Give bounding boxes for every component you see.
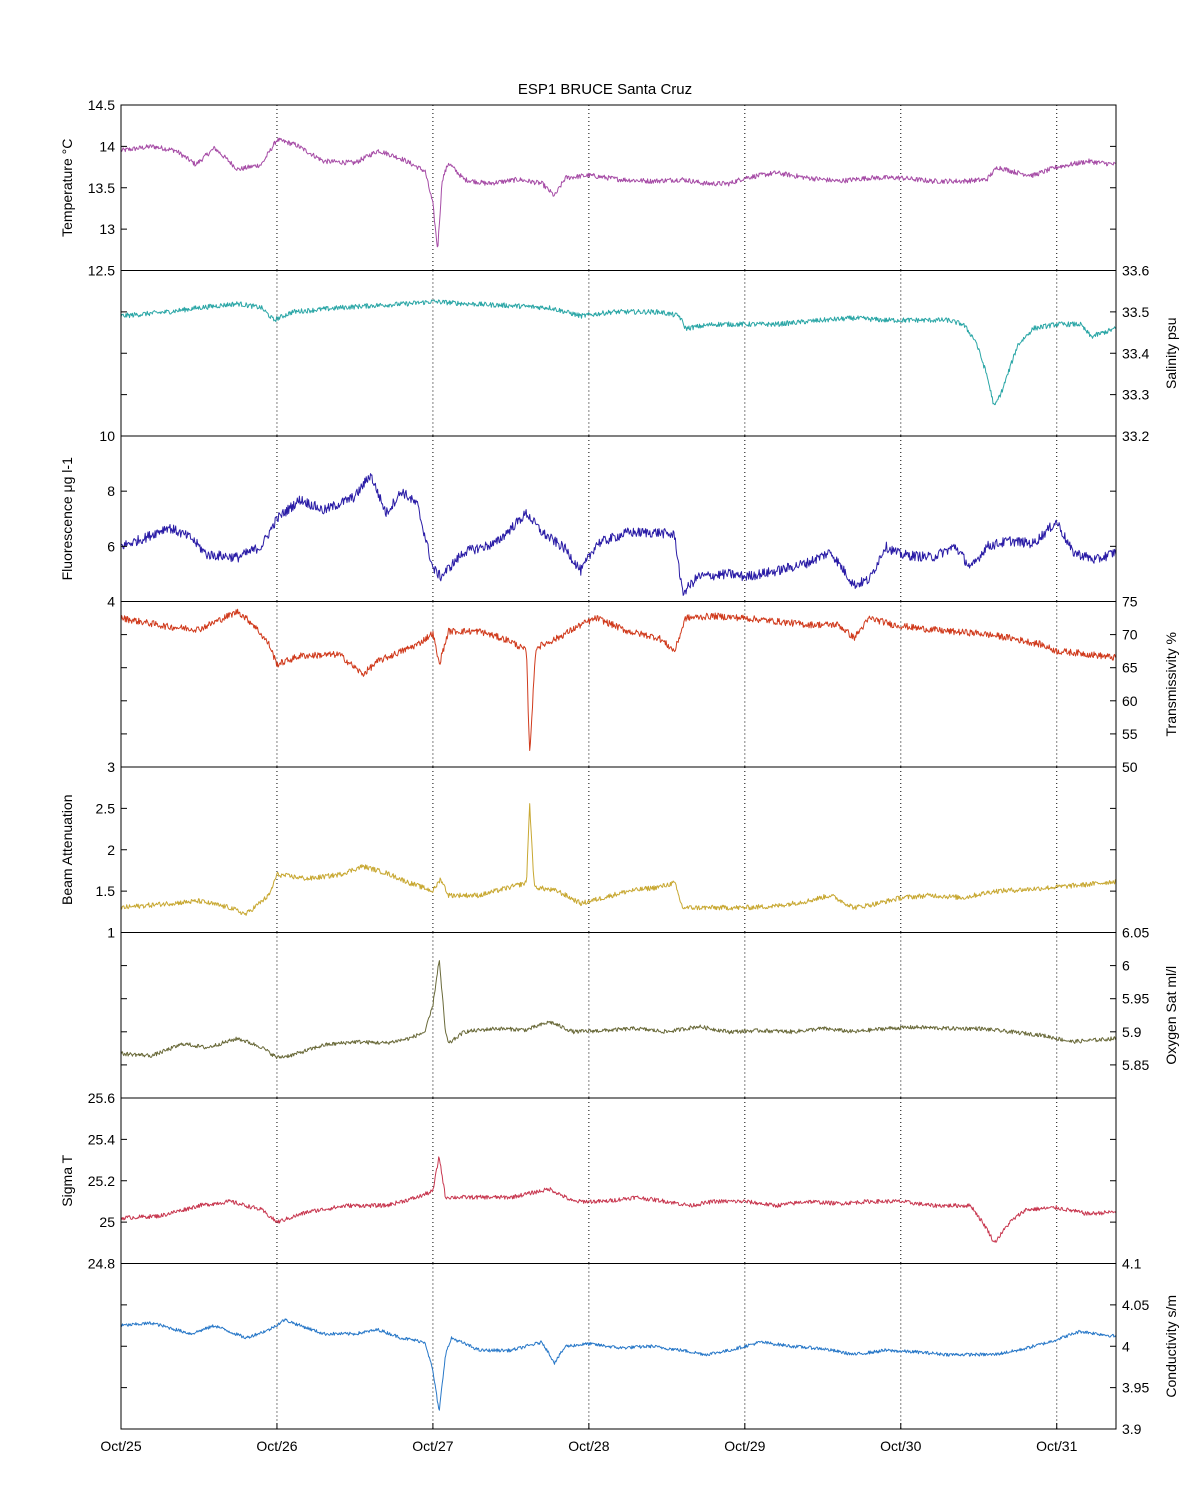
data-series-line <box>120 137 1116 248</box>
y-tick-label: 5.85 <box>1122 1057 1149 1073</box>
y-tick-label: 33.3 <box>1122 387 1149 403</box>
data-series-line <box>120 608 1117 751</box>
panel-6: 5.85 5.9 5.95 6 6.05 Oxygen Sat ml/l <box>120 925 1179 1099</box>
x-tick-label: Oct/28 <box>568 1438 609 1454</box>
y-tick-label: 6 <box>107 538 115 554</box>
y-tick-label: 33.6 <box>1122 263 1149 279</box>
y-tick-label: 13 <box>99 221 115 237</box>
panel-4: 50 55 60 65 70 75 Transmissivity % <box>120 594 1179 775</box>
y-tick-label: 14.5 <box>88 97 115 113</box>
x-tick-label: Oct/30 <box>880 1438 921 1454</box>
y-axis-label: Fluorescence μg l-1 <box>59 457 75 580</box>
y-axis-label: Oxygen Sat ml/l <box>1163 966 1179 1065</box>
x-axis: Oct/25 Oct/26 Oct/27 Oct/28 Oct/29 Oct/30 Oct/… <box>100 1423 1078 1454</box>
y-tick-label: 3 <box>107 759 115 775</box>
y-tick-label: 4.1 <box>1122 1256 1142 1272</box>
y-axis-label: Conductivity s/m <box>1163 1295 1179 1398</box>
x-tick-label: Oct/29 <box>724 1438 765 1454</box>
y-tick-label: 55 <box>1122 726 1138 742</box>
y-axis-label: Beam Attenuation <box>59 794 75 905</box>
y-tick-label: 25.6 <box>88 1090 115 1106</box>
y-tick-label: 5.95 <box>1122 991 1149 1007</box>
y-tick-label: 33.5 <box>1122 304 1149 320</box>
data-series-line <box>120 960 1117 1060</box>
y-tick-label: 25 <box>99 1214 115 1230</box>
y-tick-label: 70 <box>1122 627 1138 643</box>
y-tick-label: 65 <box>1122 660 1138 676</box>
data-series-line <box>120 1156 1117 1243</box>
y-tick-label: 60 <box>1122 693 1138 709</box>
x-tick-label: Oct/25 <box>100 1438 141 1454</box>
x-tick-label: Oct/26 <box>256 1438 297 1454</box>
y-tick-label: 8 <box>107 483 115 499</box>
y-tick-label: 1 <box>107 925 115 941</box>
y-tick-label: 3.9 <box>1122 1421 1142 1437</box>
y-tick-label: 75 <box>1122 594 1138 610</box>
x-tick-label: Oct/31 <box>1036 1438 1077 1454</box>
y-tick-label: 33.4 <box>1122 345 1149 361</box>
y-tick-label: 25.2 <box>88 1173 115 1189</box>
y-tick-label: 5.9 <box>1122 1024 1142 1040</box>
y-tick-label: 2 <box>107 842 115 858</box>
y-axis-label: Temperature °C <box>59 139 75 237</box>
x-tick-label: Oct/27 <box>412 1438 453 1454</box>
y-tick-label: 12.5 <box>88 263 115 279</box>
y-tick-label: 4 <box>107 594 115 610</box>
data-series-line <box>120 299 1117 406</box>
chart-title: ESP1 BRUCE Santa Cruz <box>518 81 692 98</box>
y-axis-label: Transmissivity % <box>1163 632 1179 737</box>
y-tick-label: 6 <box>1122 958 1130 974</box>
y-tick-label: 10 <box>99 428 115 444</box>
y-tick-label: 14 <box>99 138 115 154</box>
y-tick-label: 33.2 <box>1122 428 1149 444</box>
y-tick-label: 6.05 <box>1122 925 1149 941</box>
data-series-line <box>120 803 1117 916</box>
y-tick-label: 25.4 <box>88 1131 115 1147</box>
y-tick-label: 50 <box>1122 759 1138 775</box>
y-tick-label: 2.5 <box>96 800 116 816</box>
panel-8: 3.9 3.95 4 4.05 4.1 Conductivity s/m <box>120 1256 1179 1437</box>
y-axis-label: Sigma T <box>59 1154 75 1206</box>
y-tick-label: 4 <box>1122 1338 1130 1354</box>
y-axis-label: Salinity psu <box>1163 317 1179 389</box>
y-tick-label: 13.5 <box>88 180 115 196</box>
y-tick-label: 1.5 <box>96 883 116 899</box>
y-tick-label: 3.95 <box>1122 1380 1149 1396</box>
data-series-line <box>120 1318 1117 1411</box>
data-series-line <box>120 473 1117 596</box>
y-tick-label: 4.05 <box>1122 1297 1149 1313</box>
y-tick-label: 24.8 <box>88 1256 115 1272</box>
